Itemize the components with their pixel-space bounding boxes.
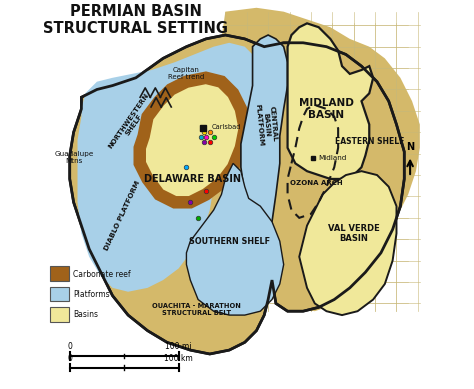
Text: CENTRAL
BASIN
PLATFORM: CENTRAL BASIN PLATFORM <box>255 103 278 146</box>
Text: N: N <box>406 142 414 152</box>
Text: 0: 0 <box>67 342 72 351</box>
Text: NORTHWESTERN
SHELF: NORTHWESTERN SHELF <box>107 92 155 153</box>
Text: Guadalupe
Mtns: Guadalupe Mtns <box>55 151 94 164</box>
Bar <box>50 266 69 281</box>
Text: 100 km: 100 km <box>164 354 193 363</box>
Polygon shape <box>221 8 420 311</box>
Text: Midland: Midland <box>319 154 347 161</box>
Text: Carbonate reef: Carbonate reef <box>73 270 130 279</box>
Text: Basins: Basins <box>73 310 98 319</box>
Text: 0: 0 <box>67 354 72 363</box>
Bar <box>50 287 69 301</box>
Polygon shape <box>299 171 396 315</box>
Bar <box>50 307 69 322</box>
Polygon shape <box>288 23 373 179</box>
Text: Carlsbad: Carlsbad <box>212 124 241 130</box>
Polygon shape <box>241 35 288 280</box>
Text: Platforms: Platforms <box>73 290 109 299</box>
Text: EASTERN SHELF: EASTERN SHELF <box>335 137 404 147</box>
Text: 100 mi: 100 mi <box>165 342 192 351</box>
Text: OUACHITA - MARATHON
STRUCTURAL BELT: OUACHITA - MARATHON STRUCTURAL BELT <box>152 303 241 316</box>
Polygon shape <box>186 163 283 315</box>
Text: MIDLAND
BASIN: MIDLAND BASIN <box>299 98 354 120</box>
Text: SOUTHERN SHELF: SOUTHERN SHELF <box>189 237 270 246</box>
Text: DIABLO PLATFORM: DIABLO PLATFORM <box>103 180 141 252</box>
Polygon shape <box>140 78 245 202</box>
Text: PERMIAN BASIN
STRUCTURAL SETTING: PERMIAN BASIN STRUCTURAL SETTING <box>43 4 228 36</box>
Polygon shape <box>78 43 256 292</box>
Text: Capitan
Reef trend: Capitan Reef trend <box>167 67 204 81</box>
Text: DELAWARE BASIN: DELAWARE BASIN <box>144 174 241 184</box>
Polygon shape <box>70 35 404 354</box>
Text: VAL VERDE
BASIN: VAL VERDE BASIN <box>328 224 380 243</box>
Text: OZONA ARCH: OZONA ARCH <box>291 180 343 186</box>
